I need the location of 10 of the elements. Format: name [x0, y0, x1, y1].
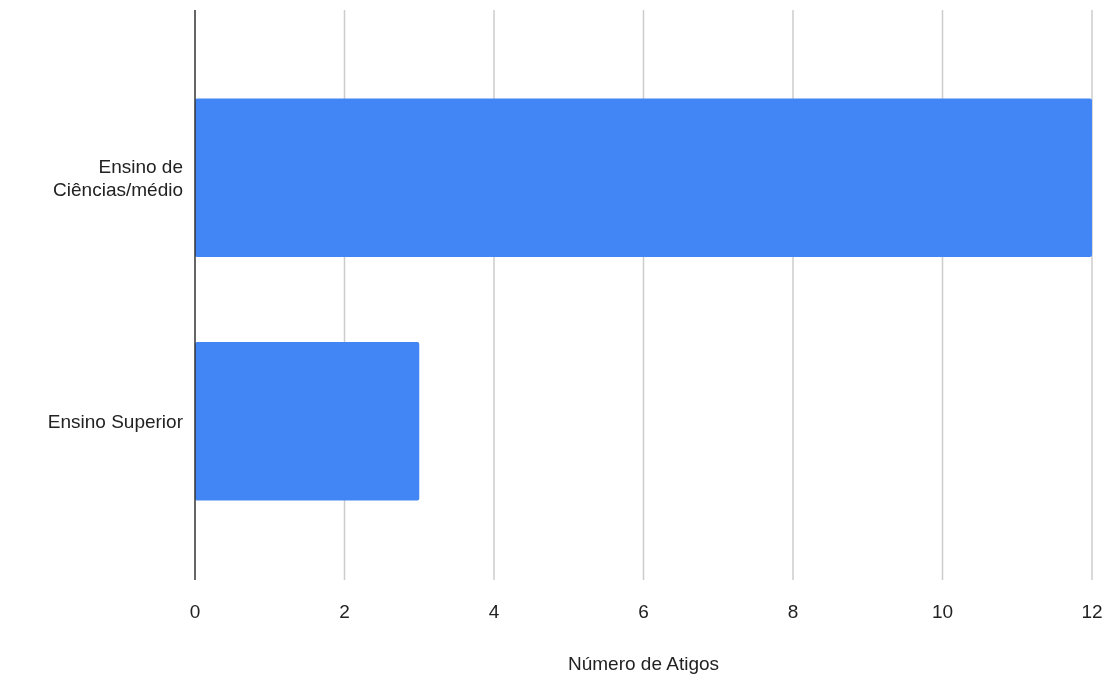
x-axis-title: Número de Atigos: [567, 653, 720, 674]
x-tick-label: 8: [787, 601, 799, 622]
x-tick-label: 12: [1081, 601, 1103, 622]
x-tick-label: 6: [638, 601, 649, 622]
y-tick-label: Ensino Superior: [47, 411, 184, 433]
x-tick-label: 10: [931, 601, 954, 622]
x-tick-label: 0: [189, 601, 201, 622]
y-tick-label: Ensino de Ciências/médio: [53, 156, 183, 201]
x-tick-label: 2: [339, 601, 350, 622]
x-tick-label: 4: [488, 601, 500, 622]
